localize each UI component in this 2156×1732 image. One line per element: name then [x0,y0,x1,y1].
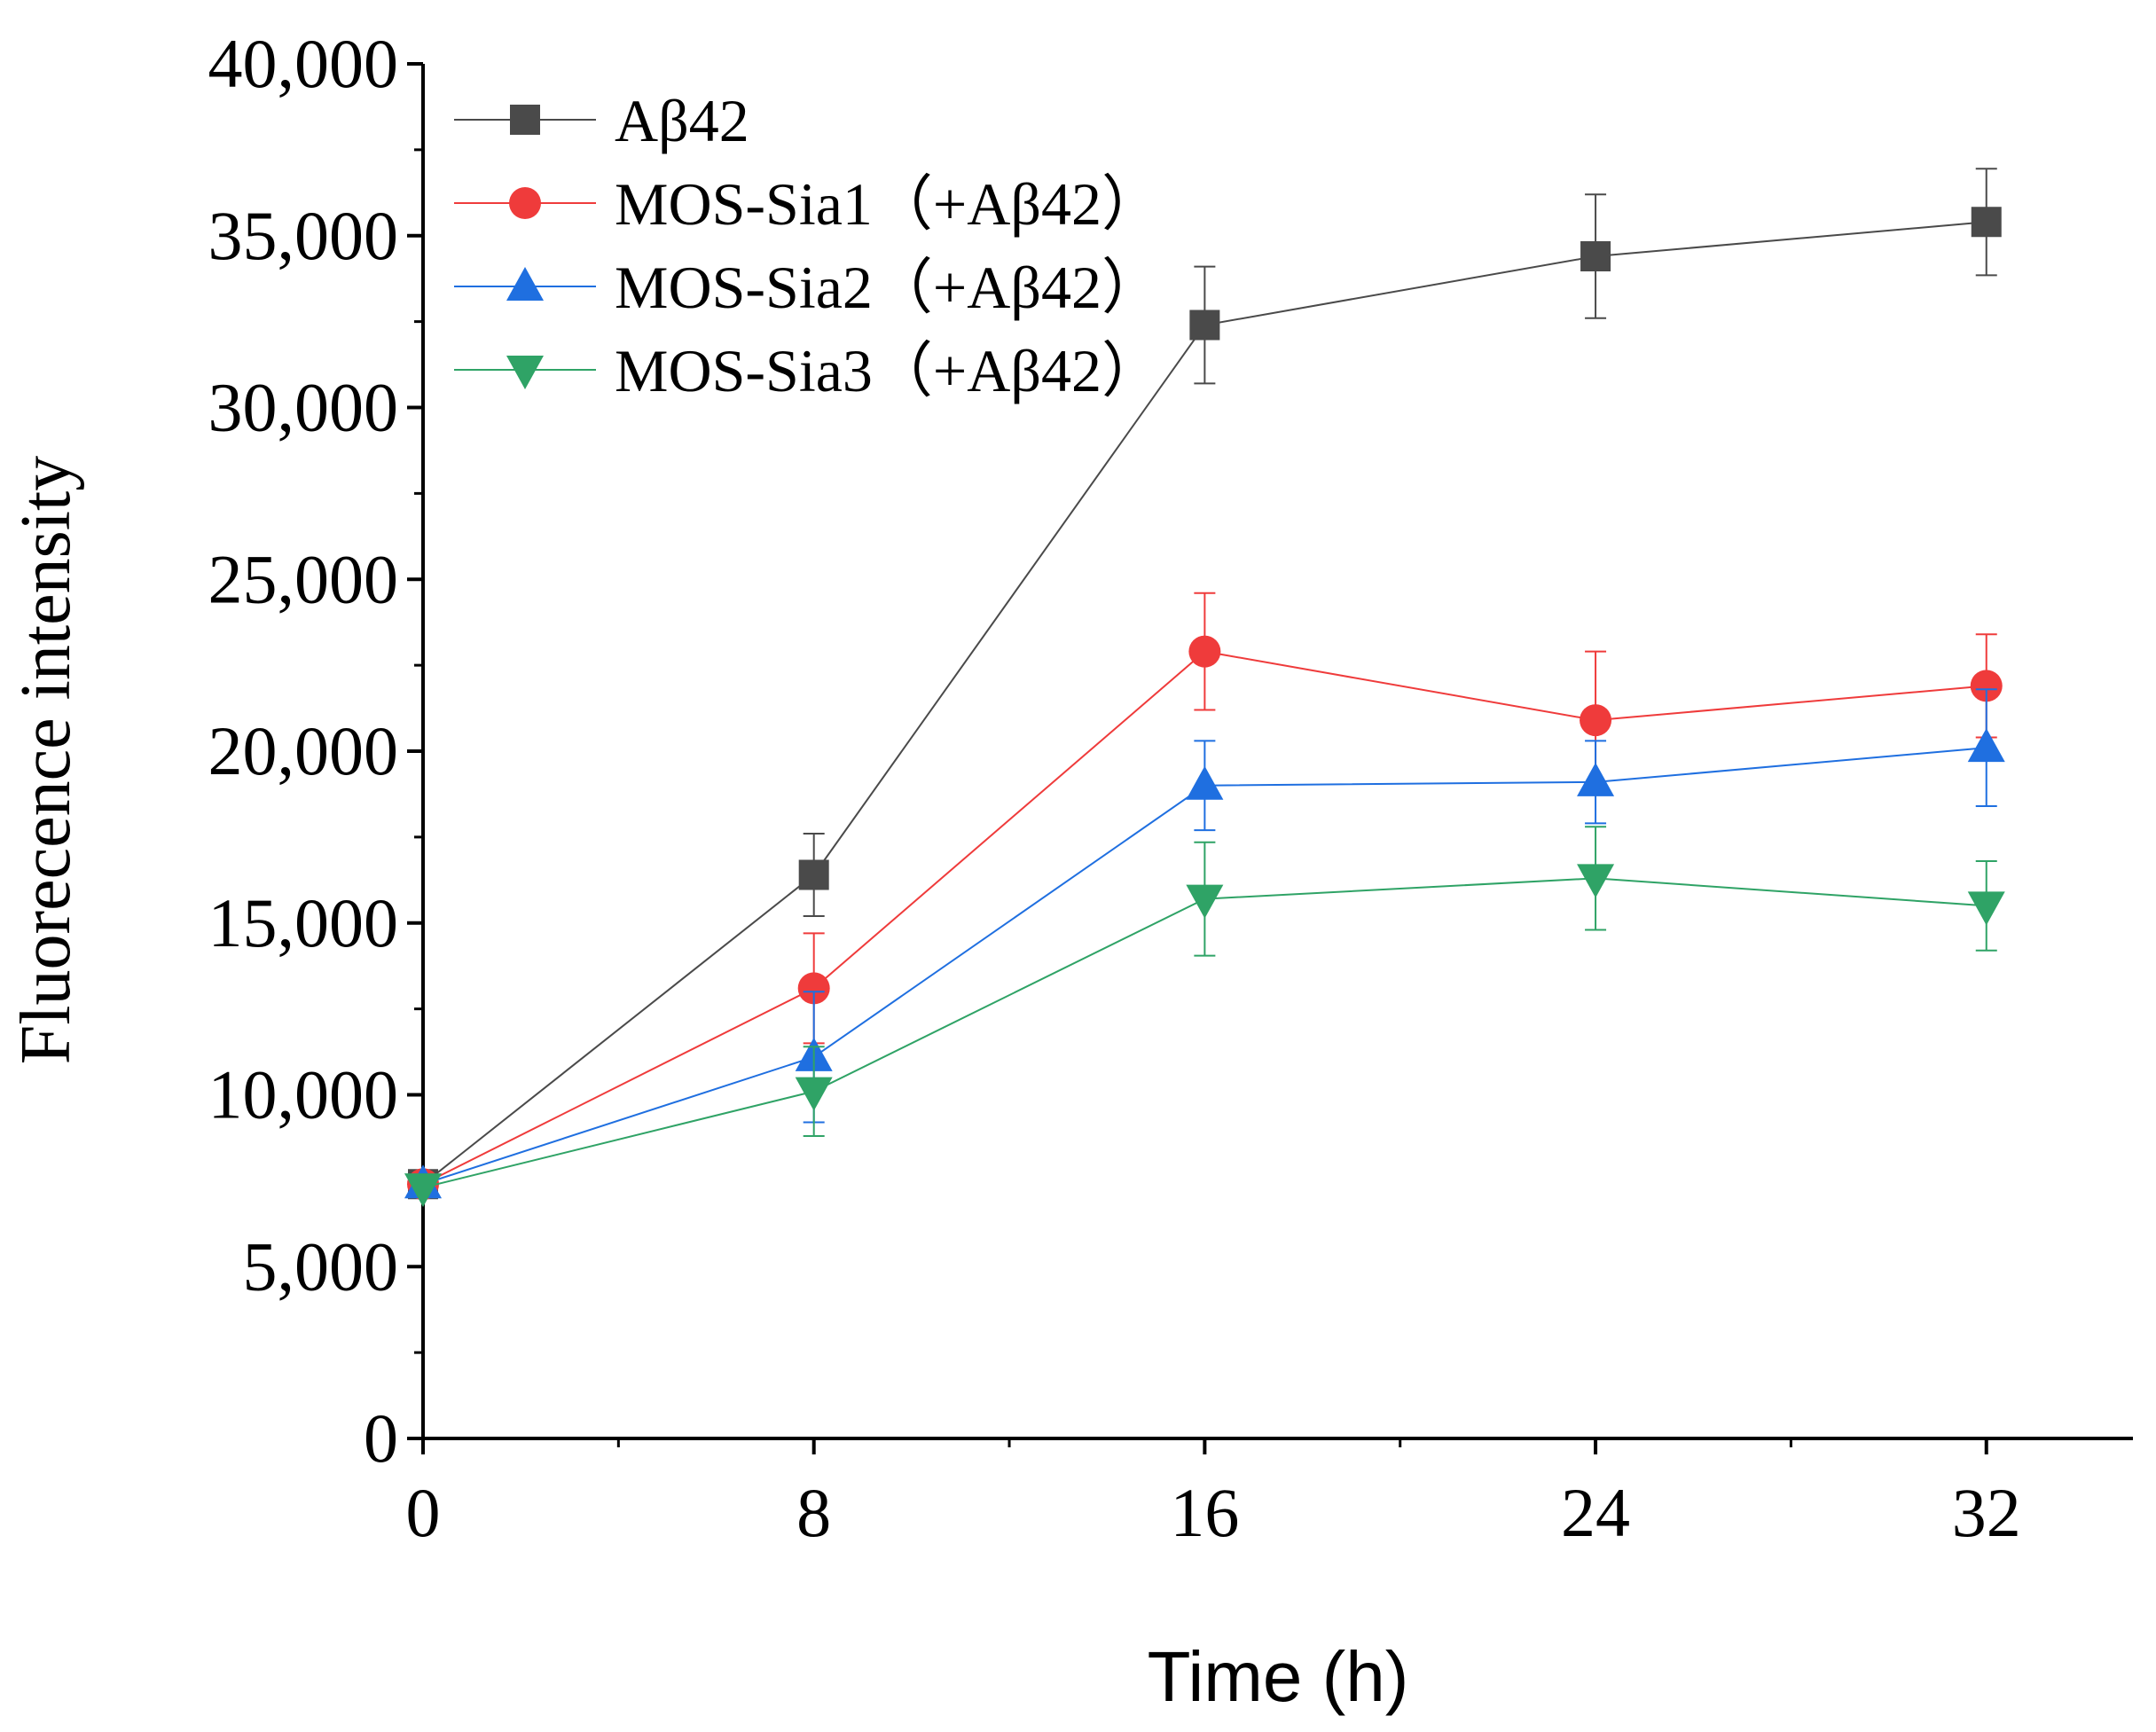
legend-label: Aβ42 [615,87,749,154]
x-axis-title: Time (h) [1148,1637,1409,1716]
data-point [795,1077,833,1111]
axes: 0 5,000 10,000 15,000 20,000 25,000 30,000 35,0… [208,25,2133,1551]
data-point [1580,704,1612,737]
data-point [1186,765,1224,800]
data-point [798,859,829,890]
y-tick-label: 30,000 [208,369,399,446]
legend-label: MOS-Sia2（+Aβ42） [615,254,1162,321]
legend-item-1: Aβ42 [454,87,749,154]
series-layer [404,168,2005,1208]
legend-label: MOS-Sia1（+Aβ42） [615,170,1162,238]
data-point [1186,884,1224,919]
data-point [1970,670,2003,702]
series-1 [408,168,2002,1200]
y-tick-label: 20,000 [208,712,399,789]
y-tick-label: 5,000 [243,1227,399,1305]
x-tick-label: 32 [1952,1474,2021,1551]
y-tick-label: 35,000 [208,197,399,274]
legend-item-4: MOS-Sia3（+Aβ42） [454,337,1162,404]
data-point [1577,762,1615,796]
data-point [1967,891,2005,926]
legend-marker [506,267,544,301]
legend-item-3: MOS-Sia2（+Aβ42） [454,254,1162,321]
data-point [1577,864,1615,898]
data-point [404,1173,442,1208]
x-tick-label: 24 [1561,1474,1630,1551]
x-tick-label: 8 [796,1474,831,1551]
legend-label: MOS-Sia3（+Aβ42） [615,337,1162,404]
data-point [1188,635,1221,668]
legend-marker [510,105,540,135]
legend-marker [509,187,541,219]
legend-marker [506,356,544,389]
data-point [1967,728,2005,763]
y-tick-label: 0 [364,1399,398,1477]
legend-item-2: MOS-Sia1（+Aβ42） [454,170,1162,238]
y-tick-label: 25,000 [208,540,399,617]
data-point [1189,310,1220,341]
y-axis-title: Fluorecence intensity [7,456,85,1064]
x-tick-label: 0 [406,1474,441,1551]
data-point [1580,241,1611,271]
y-tick-label: 10,000 [208,1056,399,1133]
y-tick-label: 40,000 [208,25,399,102]
x-tick-label: 16 [1170,1474,1239,1551]
data-point [797,972,830,1005]
y-tick-label: 15,000 [208,884,399,961]
legend: Aβ42 MOS-Sia1（+Aβ42） MOS-Sia2（+Aβ42） MOS-Si… [454,87,1162,404]
data-point [1971,207,2002,238]
series-4 [404,826,2005,1208]
